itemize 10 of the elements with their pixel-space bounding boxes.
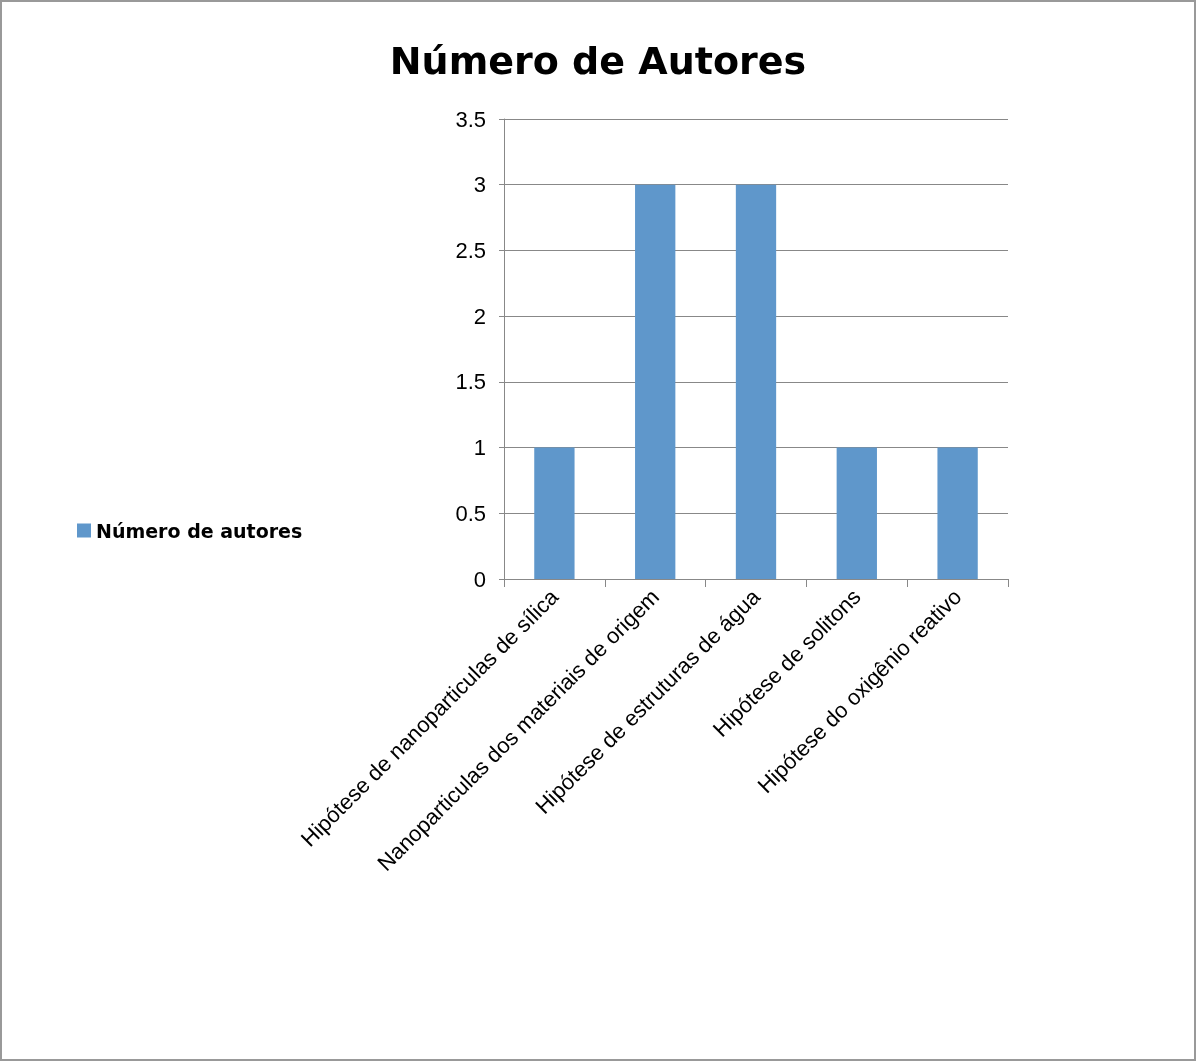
legend-label: Número de autores xyxy=(96,519,303,542)
y-tick-label: 3.5 xyxy=(455,106,486,132)
y-tick-label: 3 xyxy=(473,172,486,198)
y-tick-label: 1.5 xyxy=(455,369,486,395)
y-tick-label: 2 xyxy=(473,303,486,329)
y-tick-label: 1 xyxy=(473,435,486,461)
y-tick-label: 0 xyxy=(473,566,486,592)
y-tick-label: 0.5 xyxy=(455,500,486,526)
chart-title: Número de Autores xyxy=(389,39,807,83)
y-tick-label: 2.5 xyxy=(455,237,486,263)
